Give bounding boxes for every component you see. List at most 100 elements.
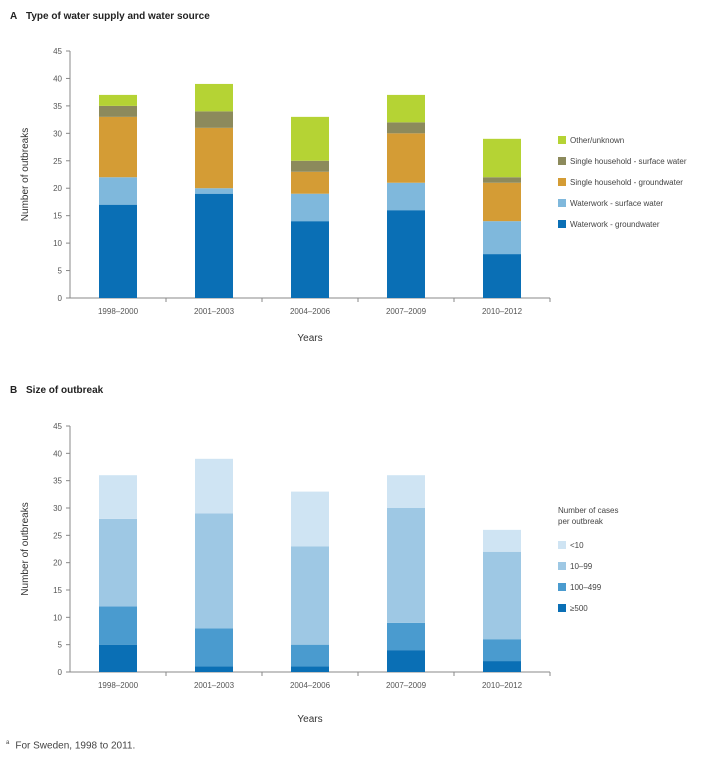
bar-segment bbox=[99, 105, 137, 117]
bar-segment bbox=[99, 518, 137, 607]
y-tick-label: 45 bbox=[53, 422, 62, 431]
bar-segment bbox=[99, 116, 137, 178]
footnote-marker: a bbox=[6, 740, 10, 746]
bar-segment bbox=[195, 458, 233, 514]
y-tick-label: 15 bbox=[53, 586, 62, 595]
panel-a-letter: A bbox=[10, 11, 18, 22]
legend-swatch bbox=[558, 583, 566, 591]
bar-segment bbox=[291, 644, 329, 667]
bar-segment bbox=[483, 182, 521, 222]
legend-label: ≥500 bbox=[570, 604, 588, 613]
x-tick-label: 2010–2012 bbox=[482, 681, 523, 690]
y-tick-label: 30 bbox=[53, 129, 62, 138]
bar-segment bbox=[291, 546, 329, 645]
x-tick-label: 2004–2006 bbox=[290, 681, 331, 690]
panel-b-title: B Size of outbreak bbox=[10, 385, 103, 396]
bar-segment bbox=[387, 475, 425, 508]
bar-segment bbox=[291, 116, 329, 161]
bar-segment bbox=[99, 644, 137, 672]
chart-a: 0 5 10 15 20 25 30 35 40 45 Number of outbreaks 199… bbox=[20, 47, 687, 344]
bar-segment bbox=[483, 177, 521, 183]
panel-a-title: A Type of water supply and water source bbox=[10, 11, 210, 22]
legend-swatch bbox=[558, 199, 566, 207]
bar-segment bbox=[483, 529, 521, 552]
x-tick-label: 2001–2003 bbox=[194, 307, 235, 316]
legend-label: 100–499 bbox=[570, 583, 602, 592]
y-tick-label: 0 bbox=[58, 668, 63, 677]
bar-segment bbox=[291, 171, 329, 194]
bar-segment bbox=[291, 160, 329, 172]
legend-label: Single household - groundwater bbox=[570, 178, 683, 187]
bar-segment bbox=[291, 491, 329, 547]
y-tick-label: 30 bbox=[53, 504, 62, 513]
panel-a-title-text: Type of water supply and water source bbox=[26, 11, 210, 22]
x-tick-label: 2001–2003 bbox=[194, 681, 235, 690]
y-axis-label: Number of outbreaks bbox=[20, 128, 31, 221]
y-axis-label: Number of outbreaks bbox=[20, 502, 31, 595]
legend-label: 10–99 bbox=[570, 562, 593, 571]
y-tick-label: 35 bbox=[53, 477, 62, 486]
bar-segment bbox=[195, 83, 233, 112]
x-tick-label: 1998–2000 bbox=[98, 681, 139, 690]
bar-segment bbox=[195, 127, 233, 189]
x-tick-label: 1998–2000 bbox=[98, 307, 139, 316]
x-axis-label: Years bbox=[297, 333, 322, 344]
y-tick-label: 5 bbox=[58, 267, 63, 276]
bar-segment bbox=[99, 204, 137, 298]
legend-swatch bbox=[558, 220, 566, 228]
y-tick-label: 45 bbox=[53, 47, 62, 56]
x-tick-label: 2010–2012 bbox=[482, 307, 523, 316]
bar-segment bbox=[483, 639, 521, 662]
x-tick-label: 2007–2009 bbox=[386, 307, 427, 316]
bar-segment bbox=[483, 551, 521, 640]
chart-b: 0 5 10 15 20 25 30 35 40 45 Number of outbreaks 199… bbox=[20, 422, 618, 725]
y-tick-label: 25 bbox=[53, 157, 62, 166]
y-tick-label: 40 bbox=[53, 449, 62, 458]
x-tick-label: 2007–2009 bbox=[386, 681, 427, 690]
panel-b-title-text: Size of outbreak bbox=[26, 385, 104, 396]
bar-segment bbox=[99, 177, 137, 205]
y-tick-label: 15 bbox=[53, 212, 62, 221]
bar-segment bbox=[99, 94, 137, 106]
y-tick-label: 35 bbox=[53, 102, 62, 111]
x-tick-label: 2004–2006 bbox=[290, 307, 331, 316]
y-tick-label: 20 bbox=[53, 184, 62, 193]
bar-segment bbox=[483, 138, 521, 178]
bar-segment bbox=[483, 661, 521, 672]
footnote: a For Sweden, 1998 to 2011. bbox=[6, 740, 135, 751]
bar-segment bbox=[387, 650, 425, 672]
y-tick-label: 25 bbox=[53, 531, 62, 540]
y-tick-label: 20 bbox=[53, 559, 62, 568]
y-tick-label: 10 bbox=[53, 613, 62, 622]
bar-segment bbox=[99, 606, 137, 645]
bar-segment bbox=[195, 666, 233, 672]
bar-segment bbox=[195, 188, 233, 194]
bar-segment bbox=[195, 193, 233, 298]
legend-label: Waterwork - groundwater bbox=[570, 220, 660, 229]
legend-swatch bbox=[558, 157, 566, 165]
bar-segment bbox=[291, 193, 329, 222]
y-tick-label: 10 bbox=[53, 239, 62, 248]
bar-segment bbox=[291, 666, 329, 672]
legend-swatch bbox=[558, 541, 566, 549]
legend-swatch bbox=[558, 178, 566, 186]
bar-segment bbox=[483, 221, 521, 255]
bar-segment bbox=[195, 111, 233, 128]
y-tick-label: 5 bbox=[58, 641, 63, 650]
legend-swatch bbox=[558, 562, 566, 570]
bar-segment bbox=[387, 122, 425, 134]
bar-segment bbox=[387, 94, 425, 123]
bar-segment bbox=[387, 133, 425, 183]
legend-title: Number of cases bbox=[558, 506, 618, 515]
bar-segment bbox=[195, 513, 233, 629]
bar-segment bbox=[483, 254, 521, 298]
bar-segment bbox=[387, 622, 425, 651]
legend-label: <10 bbox=[570, 541, 584, 550]
bar-segment bbox=[291, 221, 329, 298]
bar-segment bbox=[387, 210, 425, 298]
legend-swatch bbox=[558, 136, 566, 144]
x-axis-label: Years bbox=[297, 714, 322, 725]
legend-label: Waterwork - surface water bbox=[570, 199, 663, 208]
footnote-text: For Sweden, 1998 to 2011. bbox=[15, 740, 136, 752]
bar-segment bbox=[387, 508, 425, 623]
